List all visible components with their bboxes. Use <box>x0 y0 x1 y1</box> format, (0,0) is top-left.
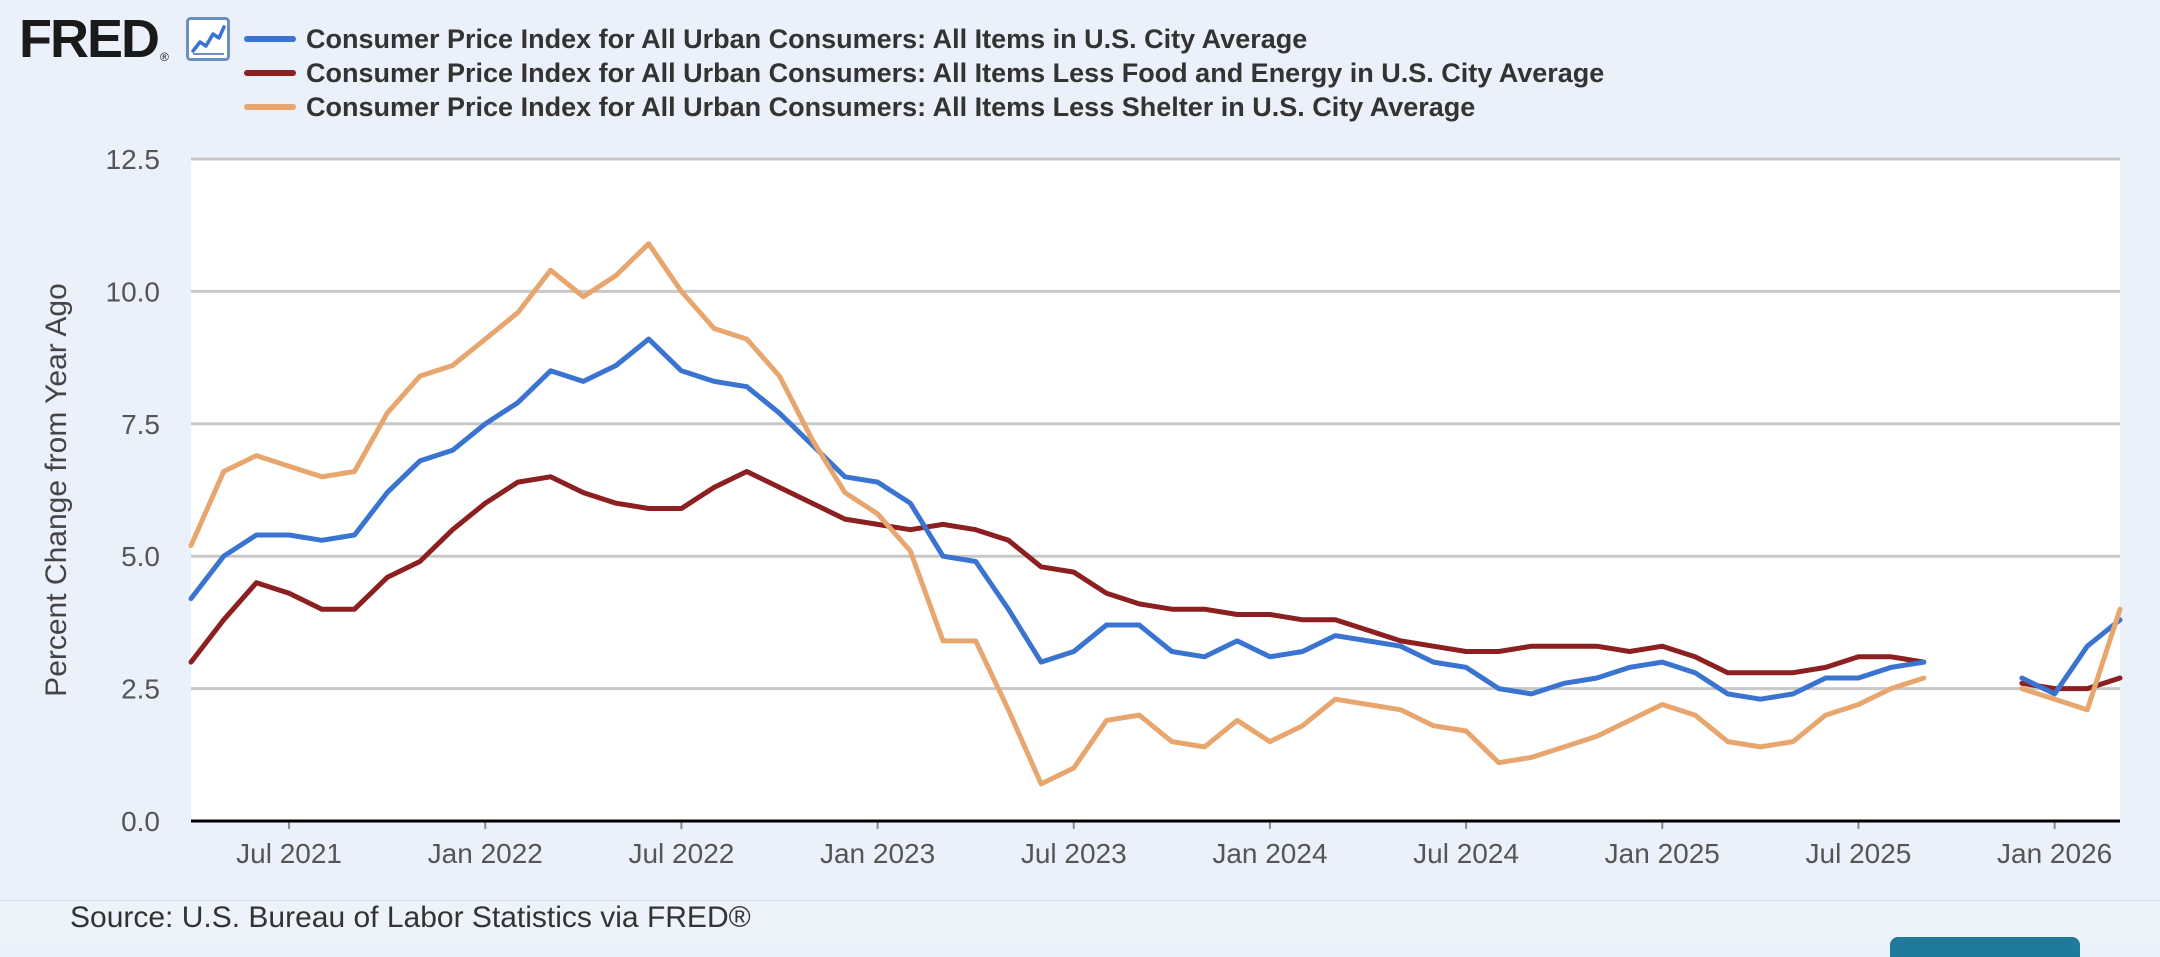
series-line-less-shelter[interactable] <box>2019 606 2123 713</box>
legend-swatch-all-items <box>244 36 296 42</box>
y-tick-label: 7.5 <box>121 409 160 440</box>
x-tick-label: Jul 2023 <box>1021 838 1127 869</box>
legend-label-all-items: Consumer Price Index for All Urban Consu… <box>306 23 1308 54</box>
series-line-less-food-energy[interactable] <box>188 469 1927 676</box>
y-tick-label: 5.0 <box>121 541 160 572</box>
y-tick-label: 0.0 <box>121 806 160 837</box>
series-line-less-shelter[interactable] <box>188 241 1927 787</box>
x-tick-label: Jan 2023 <box>820 838 935 869</box>
x-tick-label: Jan 2026 <box>1997 838 2112 869</box>
x-tick-label: Jul 2024 <box>1413 838 1519 869</box>
legend-label-less-shelter: Consumer Price Index for All Urban Consu… <box>306 91 1476 122</box>
x-tick-label: Jan 2022 <box>428 838 543 869</box>
series-line-all-items[interactable] <box>188 336 1927 702</box>
line-chart-icon[interactable] <box>186 17 230 61</box>
chart-legend: Consumer Price Index for All Urban Consu… <box>244 22 1604 124</box>
plot-background <box>191 159 2120 821</box>
footer-button[interactable] <box>1890 937 2080 957</box>
logo-registered-mark: ® <box>160 50 169 64</box>
line-chart[interactable]: 0.0 2.5 5.0 7.5 10.0 12.5 Jul 2021 Jan 2022 Jul… <box>0 120 2160 890</box>
legend-label-less-food-energy: Consumer Price Index for All Urban Consu… <box>306 57 1605 88</box>
y-axis-label: Percent Change from Year Ago <box>40 283 73 697</box>
legend-swatch-less-shelter <box>244 104 296 110</box>
fred-logo[interactable]: FRED ® <box>19 9 169 69</box>
header: FRED ® Consumer Price Index for All Urba… <box>0 0 2160 130</box>
y-tick-label: 2.5 <box>121 674 160 705</box>
series-line-all-items[interactable] <box>2019 617 2123 697</box>
x-tick-label: Jan 2025 <box>1605 838 1720 869</box>
chart-area[interactable]: 0.0 2.5 5.0 7.5 10.0 12.5 Jul 2021 Jan 2022 Jul… <box>0 120 2160 890</box>
y-tick-label: 10.0 <box>106 276 161 307</box>
footer: Source: U.S. Bureau of Labor Statistics … <box>0 900 2160 957</box>
legend-item-less-food-energy[interactable]: Consumer Price Index for All Urban Consu… <box>244 56 1604 90</box>
x-tick-label: Jul 2025 <box>1806 838 1912 869</box>
x-tick-label: Jul 2021 <box>236 838 342 869</box>
y-tick-label: 12.5 <box>106 144 161 175</box>
x-tick-label: Jan 2024 <box>1212 838 1327 869</box>
legend-item-less-shelter[interactable]: Consumer Price Index for All Urban Consu… <box>244 90 1604 124</box>
legend-item-all-items[interactable]: Consumer Price Index for All Urban Consu… <box>244 22 1604 56</box>
source-note: Source: U.S. Bureau of Labor Statistics … <box>70 901 751 934</box>
logo-text: FRED <box>19 9 160 69</box>
legend-swatch-less-food-energy <box>244 70 296 76</box>
x-tick-label: Jul 2022 <box>628 838 734 869</box>
